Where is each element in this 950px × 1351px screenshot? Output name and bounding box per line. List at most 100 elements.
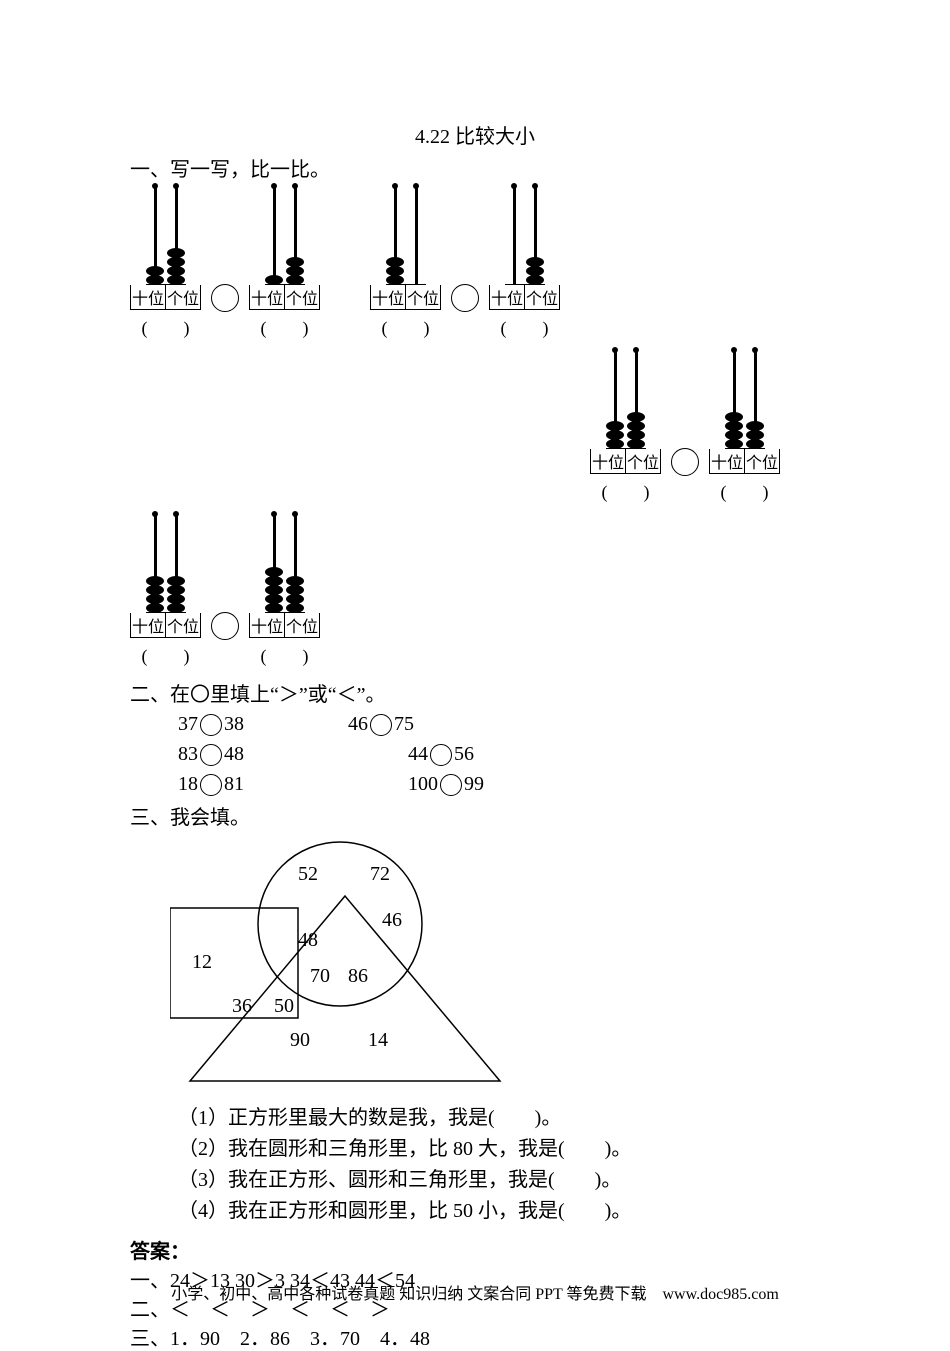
abacus-bead (746, 439, 764, 449)
abacus-rod (415, 186, 418, 284)
compare-circle (211, 284, 239, 312)
abacus-bead (606, 439, 624, 449)
abacus-row-1: 十位个位( )十位个位( )十位个位( )十位个位( ) (130, 184, 820, 348)
label-ones: 个位 (626, 449, 660, 473)
abacus-value-blank: ( ) (142, 314, 190, 340)
label-ones: 个位 (285, 285, 319, 309)
abacus: 十位个位 ( ) (130, 512, 201, 668)
page-title: 4.22 比较大小 (130, 120, 820, 149)
label-tens: 十位 (490, 285, 525, 309)
question-line: （4）我在正方形和圆形里，比 50 小，我是( )。 (178, 1196, 820, 1227)
question-line: （3）我在正方形、圆形和三角形里，我是( )。 (178, 1165, 820, 1196)
label-ones: 个位 (166, 613, 200, 637)
abacus-bead (146, 603, 164, 613)
abacus-bead (627, 439, 645, 449)
label-tens: 十位 (591, 449, 626, 473)
venn-number: 46 (382, 909, 402, 931)
label-tens: 十位 (131, 285, 166, 309)
compare-circle (451, 284, 479, 312)
abacus-rod (754, 350, 757, 448)
compare-circle-icon (370, 714, 392, 736)
abacus-rod (394, 186, 397, 284)
compare-item: 1881 (178, 769, 348, 799)
compare-line: 1881 10099 (178, 769, 820, 799)
abacus-bead (265, 603, 283, 613)
compare-circle-icon (200, 744, 222, 766)
abacus: 十位个位( ) (709, 348, 780, 504)
abacus: 十位个位 ( ) (130, 184, 201, 340)
abacus-value-blank: ( ) (142, 642, 190, 668)
abacus-bead (286, 275, 304, 285)
section-1: 一、写一写，比一比。 十位个位( )十位个位( )十位个位( )十位个位( ) … (130, 153, 820, 676)
abacus-value-blank: ( ) (261, 314, 309, 340)
compare-item: 8348 (178, 739, 348, 769)
answers-heading: 答案： (130, 1235, 820, 1264)
compare-circle-icon (440, 774, 462, 796)
venn-number: 48 (298, 929, 318, 951)
abacus-labels: 十位个位 (249, 613, 320, 638)
venn-triangle (190, 896, 500, 1081)
label-tens: 十位 (371, 285, 406, 309)
label-tens: 十位 (131, 613, 166, 637)
venn-number: 52 (298, 863, 318, 885)
abacus: 十位个位 ( ) (489, 184, 560, 340)
abacus-rod (154, 514, 157, 612)
abacus-bead (265, 275, 283, 285)
abacus-pair: 十位个位 ( ) 十位个位 ( ) (370, 184, 560, 340)
abacus-bead (526, 275, 544, 285)
abacus: 十位个位 ( ) (370, 184, 441, 340)
abacus-bead (146, 275, 164, 285)
venn-number: 50 (274, 995, 294, 1017)
abacus-row-2: 十位个位( )十位个位( ) (130, 348, 820, 512)
abacus-rod (175, 186, 178, 284)
compare-item: 3738 (178, 709, 348, 739)
section-3-questions: （1）正方形里最大的数是我，我是( )。（2）我在圆形和三角形里，比 80 大，… (178, 1103, 820, 1227)
compare-circle (211, 612, 239, 640)
label-ones: 个位 (166, 285, 200, 309)
abacus-pair: 十位个位( )十位个位( ) (130, 512, 320, 668)
abacus-rod (635, 350, 638, 448)
venn-number: 72 (370, 863, 390, 885)
question-line: （2）我在圆形和三角形里，比 80 大，我是( )。 (178, 1134, 820, 1165)
compare-line: 8348 4456 (178, 739, 820, 769)
abacus-labels: 十位个位 (489, 285, 560, 310)
abacus-pair: 十位个位( )十位个位( ) (590, 348, 780, 504)
section-3: 三、我会填。 5272464812708636509014 （1）正方形里最大的… (130, 801, 820, 1227)
compare-item: 4675 (348, 709, 414, 739)
abacus: 十位个位 ( ) (590, 348, 661, 504)
label-tens: 十位 (710, 449, 745, 473)
section-3-heading: 三、我会填。 (130, 801, 820, 830)
abacus-value-blank: ( ) (602, 478, 650, 504)
venn-diagram: 5272464812708636509014 (170, 836, 820, 1097)
abacus-rod (733, 350, 736, 448)
compare-line: 37384675 (178, 709, 820, 739)
abacus-value-blank: ( ) (501, 314, 549, 340)
abacus-labels: 十位个位 (130, 285, 201, 310)
abacus: 十位个位( ) (249, 512, 320, 668)
abacus-rod (273, 514, 276, 612)
abacus-labels: 十位个位 (709, 449, 780, 474)
compare-circle-icon (200, 774, 222, 796)
compare-item: 4456 (348, 739, 474, 769)
venn-number: 12 (192, 951, 212, 973)
venn-number: 70 (310, 965, 330, 987)
abacus-labels: 十位个位 (130, 613, 201, 638)
abacus-row-3: 十位个位( )十位个位( ) (130, 512, 820, 676)
abacus-labels: 十位个位 (590, 449, 661, 474)
abacus-value-blank: ( ) (382, 314, 430, 340)
abacus-bead (167, 603, 185, 613)
abacus-rod (513, 186, 516, 284)
section-2-body: 373846758348 44561881 10099 (178, 709, 820, 799)
compare-circle (671, 448, 699, 476)
abacus-labels: 十位个位 (249, 285, 320, 310)
label-ones: 个位 (745, 449, 779, 473)
compare-circle-icon (430, 744, 452, 766)
abacus-rod (614, 350, 617, 448)
abacus-bead (386, 275, 404, 285)
label-tens: 十位 (250, 285, 285, 309)
compare-item: 10099 (348, 769, 484, 799)
venn-number: 36 (232, 995, 252, 1017)
abacus: 十位个位 ( ) (249, 184, 320, 340)
page-footer: 小学、初中、高中各种试卷真题 知识归纳 文案合同 PPT 等免费下载 www.d… (0, 1280, 950, 1304)
abacus-labels: 十位个位 (370, 285, 441, 310)
